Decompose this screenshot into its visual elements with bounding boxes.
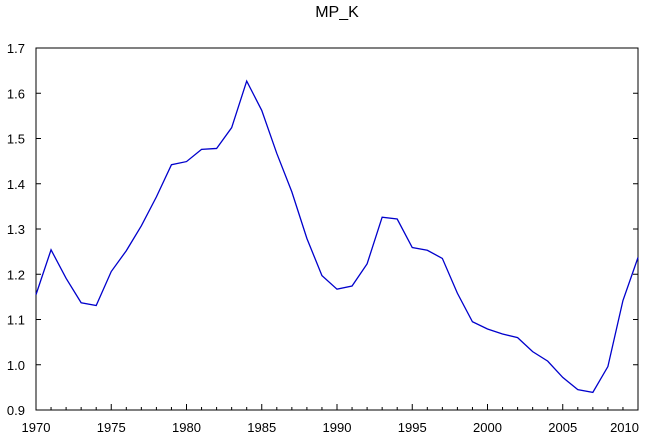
y-axis: 0.9 1.0 1.1 1.2 1.3 1.4 1.5 1.6 1.7 — [7, 41, 638, 418]
x-tick-label: 2005 — [548, 420, 577, 435]
x-tick-label: 1970 — [22, 420, 51, 435]
y-tick-label: 1.7 — [7, 41, 25, 56]
series-line-mp-k — [35, 79, 639, 394]
x-tick-label: 1980 — [172, 420, 201, 435]
y-tick-label: 1.1 — [7, 313, 25, 328]
y-tick-label: 1.5 — [7, 132, 25, 147]
x-tick-label: 1990 — [323, 420, 352, 435]
x-tick-label: 1995 — [398, 420, 427, 435]
y-tick-label: 0.9 — [7, 403, 25, 418]
x-tick-label: 2000 — [473, 420, 502, 435]
x-tick-label: 1985 — [247, 420, 276, 435]
x-axis: 1970 1975 1980 1985 1990 1995 2000 2005 2010 — [22, 404, 639, 435]
y-tick-label: 1.2 — [7, 267, 25, 282]
x-tick-label: 1975 — [97, 420, 126, 435]
y-tick-label: 1.6 — [7, 86, 25, 101]
y-tick-label: 1.0 — [7, 358, 25, 373]
chart-title: MP_K — [315, 4, 359, 21]
x-tick-label: 2010 — [610, 420, 639, 435]
y-tick-label: 1.3 — [7, 222, 25, 237]
plot-frame — [35, 47, 639, 411]
y-tick-label: 1.4 — [7, 177, 25, 192]
